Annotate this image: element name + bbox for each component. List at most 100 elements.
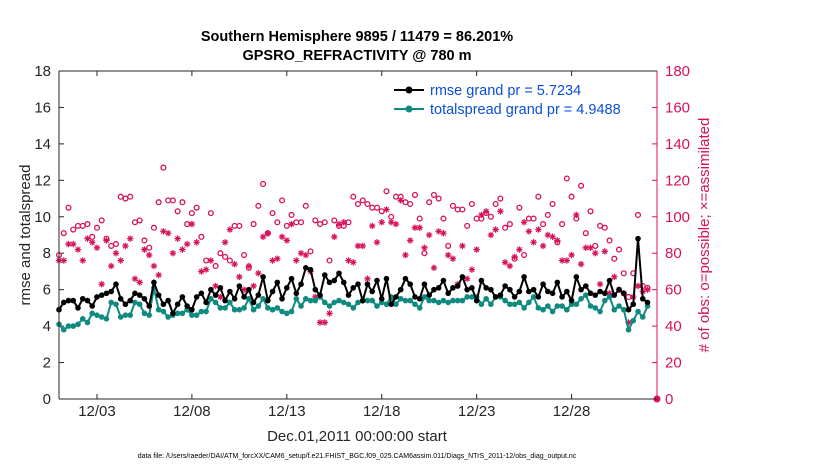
totalspread-point [146, 312, 152, 318]
plot-area [59, 71, 657, 399]
rmse-point [165, 297, 171, 304]
rmse-point [364, 281, 371, 288]
totalspread-point [79, 316, 86, 322]
chart-title-line1: Southern Hemisphere 9895 / 11479 = 86.20… [201, 29, 513, 45]
totalspread-point [255, 303, 262, 309]
obs-assimilated-point [397, 197, 404, 204]
rmse-point [421, 281, 428, 288]
obs-possible-point [136, 217, 143, 224]
obs-possible-point [487, 213, 494, 220]
obs-assimilated-point [568, 251, 575, 259]
obs-possible-point [615, 246, 623, 253]
obs-assimilated-point [164, 229, 172, 237]
rmse-point [336, 270, 342, 277]
obs-assimilated-point [554, 237, 561, 244]
obs-assimilated-point [245, 262, 253, 270]
totalspread-point [84, 319, 91, 326]
footer-data-file: data file: /Users/raeder/DAI/ATM_forcXX/… [138, 453, 577, 460]
obs-assimilated-point [326, 310, 333, 317]
obs-possible-point [198, 233, 205, 240]
right-tick-label: 60 [665, 282, 682, 299]
obs-assimilated-point [644, 286, 651, 293]
rmse-point [255, 292, 262, 298]
obs-assimilated-point [255, 270, 262, 277]
legend-rmse-label: rmse grand pr = 5.7234 [430, 83, 581, 99]
obs-possible-point [60, 230, 67, 237]
obs-assimilated-point [331, 233, 338, 241]
obs-possible-point [155, 199, 162, 206]
obs-possible-point [430, 191, 437, 198]
totalspread-point [350, 305, 357, 311]
rmse-point [79, 295, 86, 302]
totalspread-point [208, 295, 214, 302]
totalspread-point [445, 299, 451, 306]
totalspread-point [549, 308, 556, 315]
obs-assimilated-point [611, 273, 618, 281]
rmse-point [155, 292, 162, 298]
totalspread-point [274, 305, 281, 311]
totalspread-point [578, 295, 584, 302]
totalspread-point [583, 292, 589, 298]
rmse-point [288, 275, 295, 282]
rmse-point [402, 275, 409, 282]
rmse-point [630, 301, 637, 308]
obs-possible-point [540, 221, 547, 228]
rmse-point [620, 290, 627, 297]
obs-possible-point [269, 210, 276, 217]
obs-possible-point [492, 200, 499, 208]
obs-assimilated-point [573, 211, 580, 219]
obs-possible-point [70, 226, 77, 233]
obs-assimilated-point [288, 220, 295, 228]
rmse-point [530, 286, 537, 293]
rmse-point [132, 290, 138, 297]
obs-assimilated-point [136, 279, 143, 286]
totalspread-point [222, 305, 228, 311]
obs-assimilated-point [539, 242, 547, 250]
obs-assimilated-point [535, 226, 542, 233]
obs-assimilated-point [596, 281, 604, 288]
obs-assimilated-point [70, 240, 77, 248]
totalspread-point [587, 303, 594, 309]
obs-assimilated-point [126, 235, 134, 242]
totalspread-point [293, 295, 300, 302]
obs-possible-point [312, 217, 319, 224]
rmse-point [559, 294, 565, 300]
rmse-point [274, 279, 281, 286]
rmse-point [331, 277, 338, 284]
obs-assimilated-point [231, 260, 238, 268]
obs-assimilated-point [79, 257, 86, 264]
totalspread-point [635, 308, 641, 315]
obs-possible-point [568, 193, 575, 200]
obs-possible-point [601, 224, 608, 231]
obs-possible-point [188, 210, 195, 217]
obs-assimilated-point [487, 231, 495, 239]
obs-possible-point [354, 200, 362, 208]
obs-possible-point [411, 191, 419, 198]
totalspread-point [298, 303, 304, 309]
obs-assimilated-point [492, 226, 499, 233]
rmse-point [383, 275, 390, 282]
obs-possible-point [445, 242, 452, 249]
totalspread-point [416, 305, 423, 311]
rmse-point [393, 294, 399, 300]
totalspread-point [117, 314, 124, 320]
obs-possible-point [331, 217, 338, 224]
rmse-point [369, 288, 376, 295]
rmse-point [639, 295, 646, 302]
rmse-point [426, 292, 432, 298]
rmse-point [260, 274, 266, 280]
obs-possible-point [620, 270, 627, 277]
obs-assimilated-point [117, 257, 124, 264]
rmse-point [75, 305, 81, 311]
obs-possible-point [326, 257, 333, 264]
obs-assimilated-point [221, 239, 229, 246]
rmse-point [227, 288, 233, 295]
totalspread-point [250, 306, 257, 313]
rmse-point [407, 281, 414, 288]
rmse-point [578, 286, 584, 293]
obs-assimilated-point [421, 244, 428, 251]
totalspread-point [336, 297, 342, 304]
totalspread-point [231, 306, 238, 313]
obs-possible-point [549, 200, 556, 208]
rmse-point [635, 235, 641, 242]
